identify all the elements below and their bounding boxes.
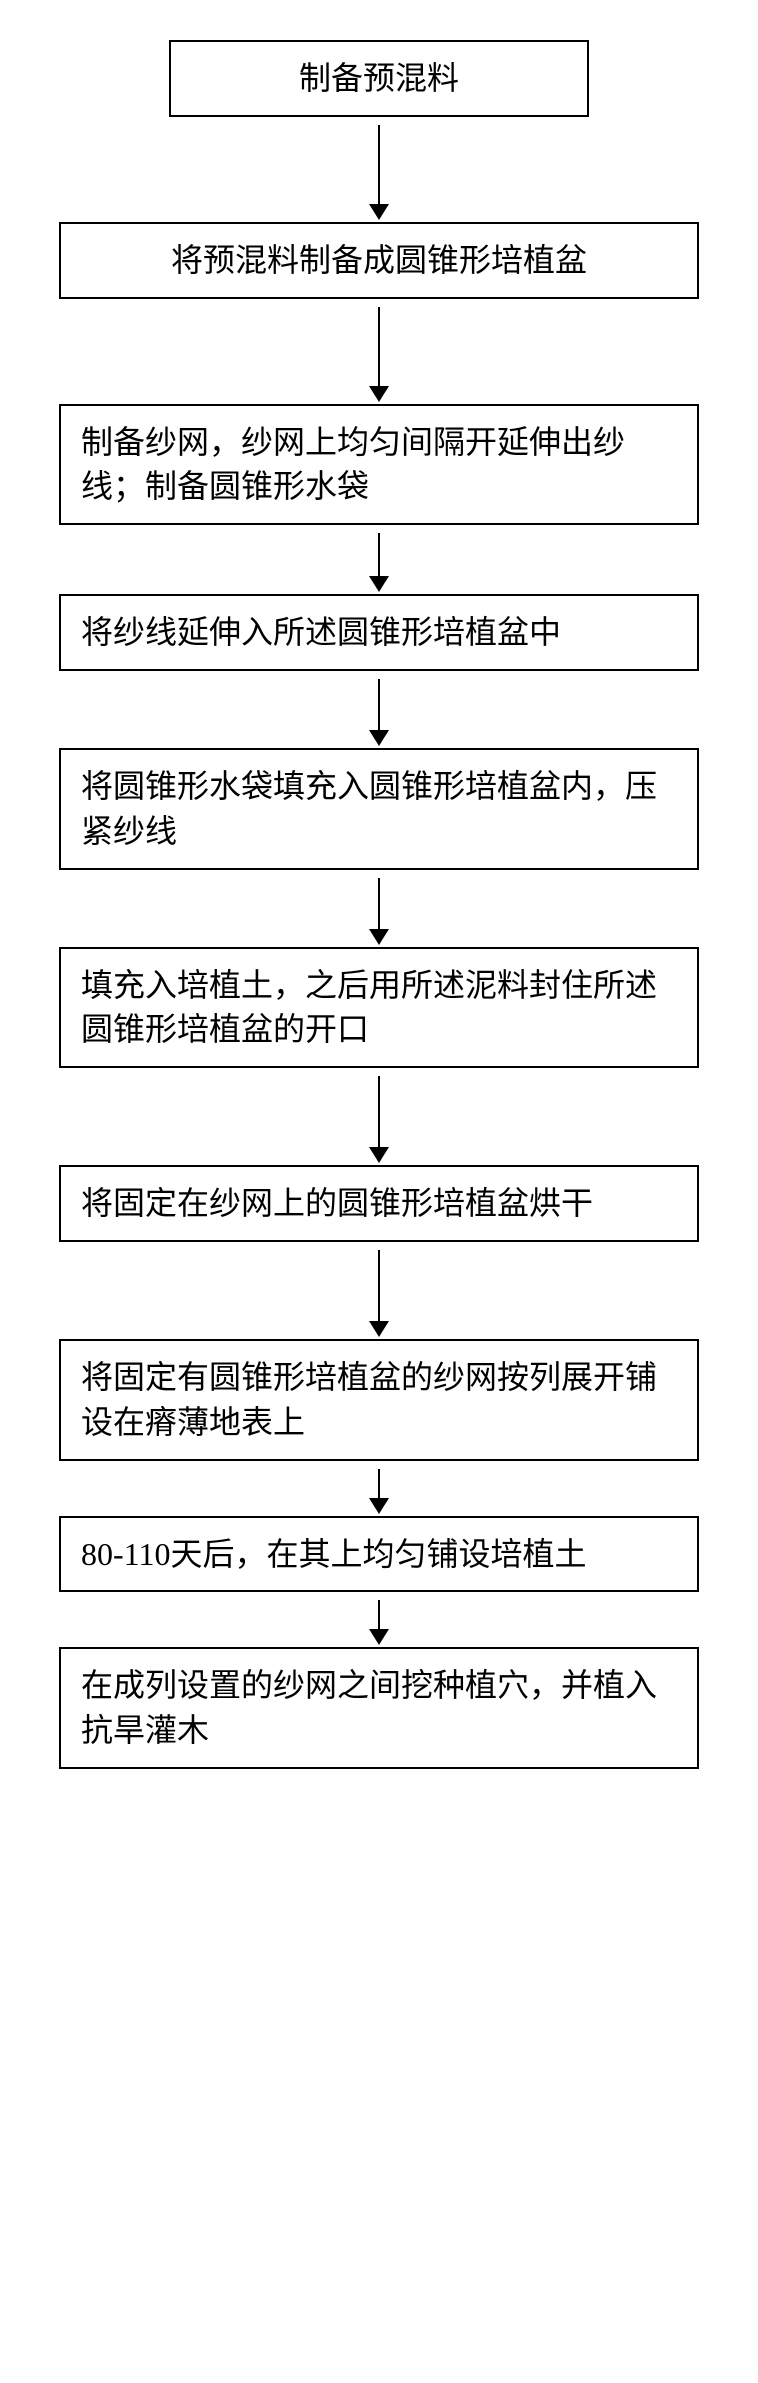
- node-text: 将圆锥形水袋填充入圆锥形培植盆内，压紧纱线: [81, 768, 657, 849]
- arrow-head-icon: [369, 386, 389, 402]
- node-text: 制备纱网，纱网上均匀间隔开延伸出纱线；制备圆锥形水袋: [81, 424, 625, 505]
- flowchart-container: 制备预混料 将预混料制备成圆锥形培植盆 制备纱网，纱网上均匀间隔开延伸出纱线；制…: [30, 40, 728, 1769]
- arrow-head-icon: [369, 1498, 389, 1514]
- node-text: 在成列设置的纱网之间挖种植穴，并植入抗旱灌木: [81, 1667, 657, 1748]
- arrow-shaft: [378, 1469, 380, 1499]
- flowchart-arrow: [369, 1469, 389, 1514]
- flowchart-node: 填充入培植土，之后用所述泥料封住所述圆锥形培植盆的开口: [59, 947, 699, 1069]
- flowchart-node: 将圆锥形水袋填充入圆锥形培植盆内，压紧纱线: [59, 748, 699, 870]
- flowchart-node: 制备纱网，纱网上均匀间隔开延伸出纱线；制备圆锥形水袋: [59, 404, 699, 526]
- flowchart-arrow: [369, 1600, 389, 1645]
- node-text: 制备预混料: [299, 60, 459, 96]
- flowchart-arrow: [369, 533, 389, 592]
- arrow-shaft: [378, 1600, 380, 1630]
- arrow-shaft: [378, 533, 380, 577]
- arrow-shaft: [378, 1250, 380, 1322]
- flowchart-arrow: [369, 125, 389, 220]
- arrow-shaft: [378, 878, 380, 930]
- flowchart-node: 将固定有圆锥形培植盆的纱网按列展开铺设在瘠薄地表上: [59, 1339, 699, 1461]
- arrow-shaft: [378, 679, 380, 731]
- node-text: 填充入培植土，之后用所述泥料封住所述圆锥形培植盆的开口: [81, 967, 657, 1048]
- flowchart-arrow: [369, 1076, 389, 1163]
- node-text: 80-110天后，在其上均匀铺设培植土: [81, 1536, 586, 1572]
- flowchart-node: 制备预混料: [169, 40, 589, 117]
- node-text: 将固定有圆锥形培植盆的纱网按列展开铺设在瘠薄地表上: [81, 1359, 657, 1440]
- arrow-shaft: [378, 1076, 380, 1148]
- arrow-head-icon: [369, 1147, 389, 1163]
- flowchart-node: 将纱线延伸入所述圆锥形培植盆中: [59, 594, 699, 671]
- flowchart-arrow: [369, 679, 389, 746]
- arrow-head-icon: [369, 1321, 389, 1337]
- arrow-shaft: [378, 307, 380, 387]
- flowchart-node: 将固定在纱网上的圆锥形培植盆烘干: [59, 1165, 699, 1242]
- flowchart-node: 将预混料制备成圆锥形培植盆: [59, 222, 699, 299]
- arrow-head-icon: [369, 576, 389, 592]
- flowchart-arrow: [369, 878, 389, 945]
- flowchart-arrow: [369, 1250, 389, 1337]
- node-text: 将固定在纱网上的圆锥形培植盆烘干: [81, 1185, 593, 1221]
- arrow-head-icon: [369, 1629, 389, 1645]
- node-text: 将纱线延伸入所述圆锥形培植盆中: [81, 614, 561, 650]
- arrow-shaft: [378, 125, 380, 205]
- node-text: 将预混料制备成圆锥形培植盆: [171, 242, 587, 278]
- arrow-head-icon: [369, 929, 389, 945]
- flowchart-arrow: [369, 307, 389, 402]
- flowchart-node: 在成列设置的纱网之间挖种植穴，并植入抗旱灌木: [59, 1647, 699, 1769]
- arrow-head-icon: [369, 204, 389, 220]
- arrow-head-icon: [369, 730, 389, 746]
- flowchart-node: 80-110天后，在其上均匀铺设培植土: [59, 1516, 699, 1593]
